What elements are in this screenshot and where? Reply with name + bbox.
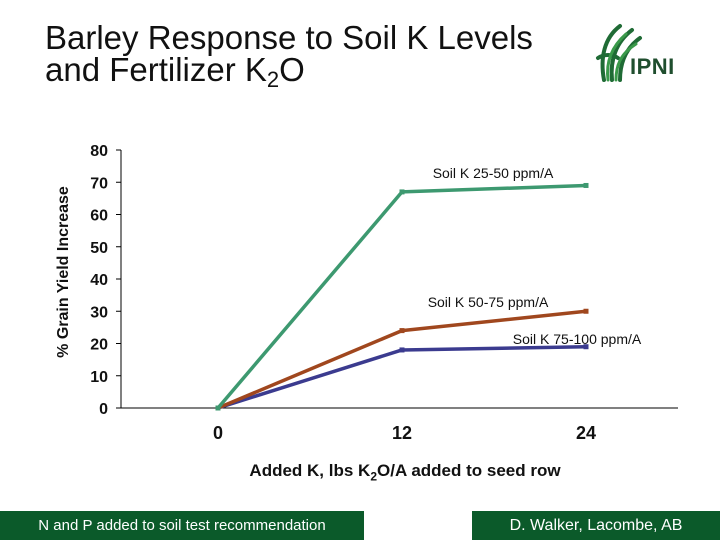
y-tick-label: 80 bbox=[90, 143, 108, 160]
data-point bbox=[583, 344, 589, 350]
y-tick-label: 30 bbox=[90, 304, 108, 321]
series-annotation: Soil K 50-75 ppm/A bbox=[428, 294, 549, 310]
data-point bbox=[399, 189, 405, 195]
data-point bbox=[583, 308, 589, 314]
chart-title: Barley Response to Soil K Levels and Fer… bbox=[45, 19, 533, 92]
y-tick-label: 70 bbox=[90, 175, 108, 192]
series-annotation: Soil K 25-50 ppm/A bbox=[433, 165, 554, 181]
series-annotation: Soil K 75-100 ppm/A bbox=[513, 331, 642, 347]
y-tick-label: 60 bbox=[90, 208, 108, 225]
x-axis-label: Added K, lbs K2O/A added to seed row bbox=[249, 461, 561, 484]
x-tick-label: 12 bbox=[392, 423, 412, 443]
x-tick-label: 0 bbox=[213, 423, 223, 443]
data-point bbox=[399, 347, 405, 353]
logo-text: IPNI bbox=[630, 54, 675, 79]
footer-credit: D. Walker, Lacombe, AB bbox=[472, 511, 720, 540]
title-line-1: Barley Response to Soil K Levels bbox=[45, 19, 533, 56]
footer-note: N and P added to soil test recommendatio… bbox=[0, 511, 364, 540]
y-tick-label: 40 bbox=[90, 272, 108, 289]
series-line bbox=[217, 309, 587, 410]
series-line bbox=[217, 344, 587, 410]
ipni-logo bbox=[596, 24, 642, 82]
x-tick-label: 24 bbox=[576, 423, 596, 443]
y-tick-label: 10 bbox=[90, 369, 108, 386]
title-line-2: and Fertilizer K2O bbox=[45, 51, 305, 92]
y-tick-label: 20 bbox=[90, 337, 108, 354]
data-point bbox=[399, 328, 405, 334]
y-tick-label: 50 bbox=[90, 240, 108, 257]
data-point bbox=[215, 405, 221, 411]
y-tick-label: 0 bbox=[99, 401, 108, 418]
data-point bbox=[583, 182, 589, 188]
